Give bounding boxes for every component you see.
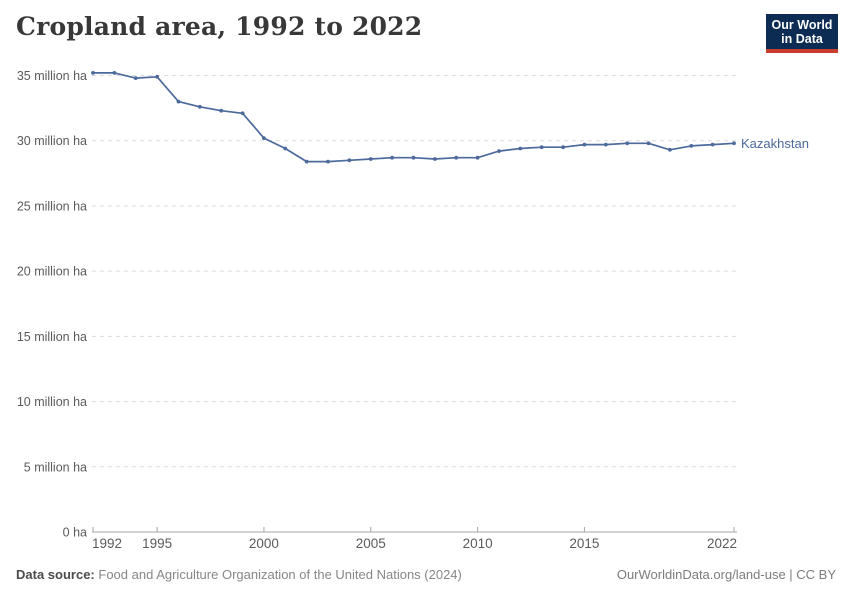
- owid-logo-line1: Our World: [771, 18, 833, 32]
- data-point-marker: [240, 111, 245, 116]
- y-axis-tick-label: 15 million ha: [17, 330, 87, 344]
- data-point-marker: [176, 99, 181, 104]
- chart-footer: Data source: Food and Agriculture Organi…: [16, 567, 836, 582]
- y-axis-tick-label: 10 million ha: [17, 395, 87, 409]
- chart-title: Cropland area, 1992 to 2022: [16, 12, 423, 41]
- data-point-marker: [304, 159, 309, 164]
- data-point-marker: [561, 145, 565, 150]
- data-point-marker: [732, 141, 736, 146]
- data-point-marker: [454, 155, 459, 160]
- x-axis-tick-label: 1992: [92, 536, 122, 551]
- data-point-marker: [155, 74, 160, 79]
- x-axis-tick-label: 1995: [142, 536, 172, 551]
- data-point-marker: [347, 158, 352, 163]
- data-source-text: Food and Agriculture Organization of the…: [98, 567, 462, 582]
- x-axis-tick-label: 2015: [569, 536, 599, 551]
- kazakhstan-line[interactable]: [92, 72, 735, 163]
- data-point-marker: [368, 157, 373, 161]
- data-point-marker: [262, 136, 266, 141]
- data-point-marker: [668, 147, 672, 152]
- owid-logo[interactable]: Our World in Data: [766, 14, 838, 53]
- x-axis-tick-label: 2000: [249, 536, 279, 551]
- data-point-marker: [433, 157, 437, 161]
- data-source-note: Data source: Food and Agriculture Organi…: [16, 567, 462, 582]
- data-point-marker: [91, 71, 95, 75]
- y-axis-tick-label: 25 million ha: [17, 199, 87, 213]
- y-axis-tick-label: 35 million ha: [17, 69, 87, 83]
- data-point-marker: [625, 141, 630, 146]
- data-point-marker: [710, 142, 715, 147]
- data-point-marker: [283, 146, 288, 151]
- data-point-marker: [497, 149, 501, 154]
- data-point-marker: [518, 146, 523, 151]
- data-point-marker: [411, 155, 416, 160]
- y-axis-tick-label: 5 million ha: [24, 460, 87, 474]
- y-axis-tick-label: 0 ha: [63, 526, 87, 540]
- data-point-marker: [133, 76, 138, 80]
- data-point-marker: [689, 144, 694, 148]
- data-point-marker: [539, 145, 544, 150]
- data-point-marker: [646, 141, 651, 146]
- data-point-marker: [326, 159, 330, 164]
- y-axis-tick-label: 20 million ha: [17, 265, 87, 279]
- data-point-marker: [219, 108, 224, 113]
- data-point-marker: [603, 142, 608, 147]
- data-point-marker: [112, 71, 117, 75]
- credit-link[interactable]: OurWorldinData.org/land-use | CC BY: [616, 567, 836, 582]
- x-axis-tick-label: 2010: [463, 536, 493, 551]
- y-axis-tick-label: 30 million ha: [17, 134, 87, 148]
- x-axis-tick-label: 2022: [707, 536, 737, 551]
- owid-logo-line2: in Data: [781, 32, 823, 46]
- series-label-kazakhstan[interactable]: Kazakhstan: [741, 136, 809, 151]
- data-point-marker: [582, 142, 587, 147]
- data-point-marker: [390, 155, 394, 160]
- data-source-label: Data source:: [16, 567, 95, 582]
- x-axis-tick-label: 2005: [356, 536, 386, 551]
- data-point-marker: [197, 104, 202, 109]
- data-point-marker: [475, 155, 480, 160]
